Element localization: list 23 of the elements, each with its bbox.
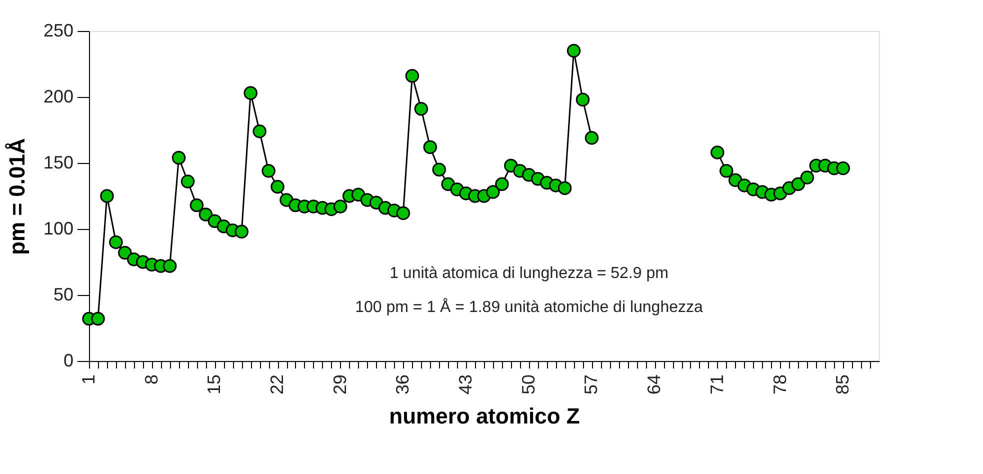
x-tick-label: 64 bbox=[644, 374, 664, 395]
x-tick-label: 36 bbox=[392, 374, 413, 395]
y-tick-label: 0 bbox=[63, 350, 74, 370]
y-tick-label: 150 bbox=[43, 152, 74, 172]
y-axis-title: pm = 0.01Å bbox=[4, 138, 30, 255]
x-tick-label: 29 bbox=[330, 374, 350, 395]
x-tick-label: 22 bbox=[267, 374, 288, 395]
y-tick-label: 50 bbox=[53, 284, 74, 304]
annotation: 100 pm = 1 Å = 1.89 unità atomiche di lunghezza bbox=[355, 298, 703, 316]
x-tick-label: 78 bbox=[770, 374, 790, 395]
y-tick-label: 200 bbox=[43, 86, 74, 106]
x-tick-label: 1 bbox=[78, 374, 98, 385]
annotation: 1 unità atomica di lunghezza = 52.9 pm bbox=[390, 265, 668, 282]
x-tick-label: 15 bbox=[204, 374, 224, 395]
x-tick-label: 8 bbox=[141, 374, 162, 385]
x-tick-label: 43 bbox=[456, 374, 476, 395]
x-tick-label: 85 bbox=[832, 374, 853, 395]
x-tick-label: 71 bbox=[706, 374, 727, 395]
y-tick-label: 250 bbox=[43, 20, 74, 40]
x-axis-title: numero atomico Z bbox=[389, 404, 580, 429]
x-tick-label: 50 bbox=[518, 374, 538, 395]
x-tick-label: 57 bbox=[581, 374, 602, 395]
y-tick-label: 100 bbox=[43, 218, 74, 238]
